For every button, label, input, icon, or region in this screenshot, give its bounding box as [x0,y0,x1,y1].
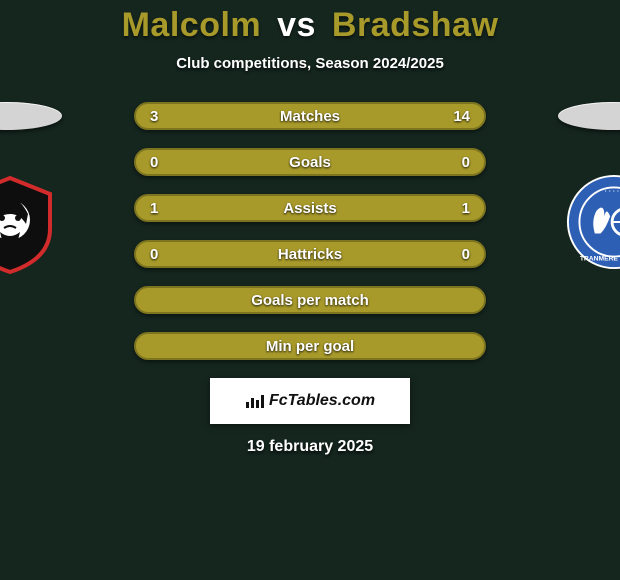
player1-name: Malcolm [122,6,262,44]
stat-right-value: 1 [430,200,470,217]
stat-row-hattricks: 0 Hattricks 0 [0,240,620,268]
club-badge-right: TRANMERE ROVERS · · · · · [566,174,620,275]
salford-badge-icon [0,174,60,274]
stat-right-value: 0 [430,154,470,171]
stat-row-gpm: Goals per match [0,286,620,314]
stats-area: TRANMERE ROVERS · · · · · 3 Matches 14 0… [0,102,620,360]
stat-left-value: 3 [150,108,190,125]
stat-pill: 0 Hattricks 0 [134,240,486,268]
stat-pill: 0 Goals 0 [134,148,486,176]
tranmere-badge-icon: TRANMERE ROVERS · · · · · [566,174,620,270]
vs-text: vs [277,6,316,44]
stat-label: Matches [190,108,430,125]
stat-row-assists: 1 Assists 1 [0,194,620,222]
stat-left-value: 1 [150,200,190,217]
date: 19 february 2025 [0,438,620,456]
subtitle: Club competitions, Season 2024/2025 [0,55,620,72]
branding-text: FcTables.com [269,392,375,410]
svg-text:· · · · ·: · · · · · [605,188,620,195]
stat-left-value: 0 [150,246,190,263]
stat-label: Goals per match [251,292,369,309]
stat-left-value: 0 [150,154,190,171]
branding-box: FcTables.com [210,378,410,424]
stat-label: Goals [190,154,430,171]
infographic-root: Malcolm vs Bradshaw Club competitions, S… [0,6,620,580]
chart-icon [245,393,265,409]
stat-label: Min per goal [266,338,354,355]
stat-pill: 1 Assists 1 [134,194,486,222]
player2-name: Bradshaw [332,6,499,44]
stat-row-mpg: Min per goal [0,332,620,360]
stat-label: Hattricks [190,246,430,263]
club-badge-left [0,174,60,279]
stat-pill: Goals per match [134,286,486,314]
stat-pill: 3 Matches 14 [134,102,486,130]
stat-right-value: 14 [430,108,470,125]
stat-row-matches: 3 Matches 14 [0,102,620,130]
branding: FcTables.com [245,392,375,410]
svg-text:TRANMERE ROVERS: TRANMERE ROVERS [580,255,620,262]
stat-pill: Min per goal [134,332,486,360]
stat-label: Assists [190,200,430,217]
stat-row-goals: 0 Goals 0 [0,148,620,176]
stat-right-value: 0 [430,246,470,263]
page-title: Malcolm vs Bradshaw [0,6,620,45]
